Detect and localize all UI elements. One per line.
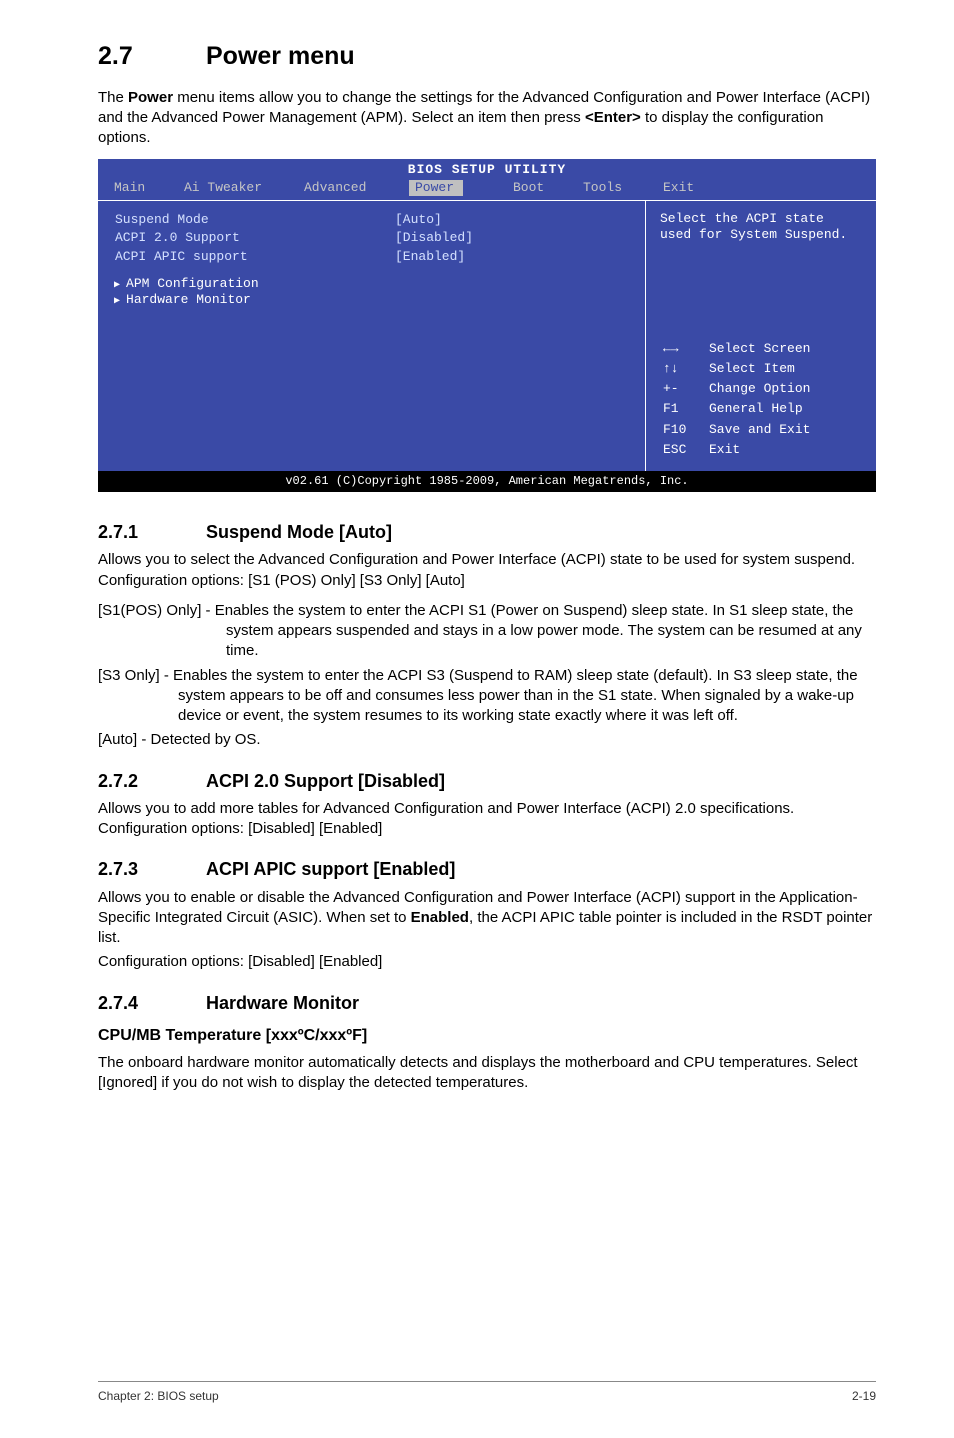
bios-key-desc: Change Option [708, 380, 811, 398]
bios-key-desc: General Help [708, 400, 811, 418]
bios-tab: Ai Tweaker [184, 180, 304, 196]
bios-row-label: ACPI APIC support [114, 248, 394, 266]
body-text: Allows you to add more tables for Advanc… [98, 799, 876, 840]
option-desc: [S3 Only] - Enables the system to enter … [98, 666, 876, 727]
bios-key: ↑↓ [662, 360, 706, 378]
body-text: The onboard hardware monitor automatical… [98, 1053, 876, 1094]
subsection-heading: 2.7.1Suspend Mode [Auto] [98, 520, 876, 544]
section-heading: 2.7Power menu [98, 40, 876, 74]
subsection-heading: 2.7.3ACPI APIC support [Enabled] [98, 857, 876, 881]
subsection-number: 2.7.4 [98, 991, 206, 1015]
bios-submenu: APM Configuration Hardware Monitor [114, 276, 629, 309]
body-text: Allows you to enable or disable the Adva… [98, 888, 876, 949]
bios-tab: Advanced [304, 180, 409, 196]
bios-key: ←→ [662, 340, 706, 358]
bios-key: F1 [662, 400, 706, 418]
bios-titlebar: BIOS SETUP UTILITY [98, 159, 876, 180]
bios-tab: Main [114, 180, 184, 196]
page-footer: Chapter 2: BIOS setup 2-19 [98, 1381, 876, 1404]
subsection-heading: 2.7.4Hardware Monitor [98, 991, 876, 1015]
body-text: Allows you to select the Advanced Config… [98, 550, 876, 591]
subsection-heading: 2.7.2ACPI 2.0 Support [Disabled] [98, 769, 876, 793]
bios-key-desc: Select Item [708, 360, 811, 378]
bios-key-desc: Exit [708, 441, 811, 459]
footer-right: 2-19 [852, 1388, 876, 1404]
bios-tab: Tools [583, 180, 663, 196]
bios-tab: Boot [513, 180, 583, 196]
bios-key: ESC [662, 441, 706, 459]
bios-help-text: Select the ACPI state used for System Su… [660, 211, 862, 244]
subsection-title: ACPI APIC support [Enabled] [206, 859, 455, 879]
bios-submenu-item: APM Configuration [114, 276, 629, 293]
option-desc: [Auto] - Detected by OS. [98, 730, 876, 750]
subsection-number: 2.7.1 [98, 520, 206, 544]
bios-left-pane: Suspend Mode[Auto] ACPI 2.0 Support[Disa… [98, 201, 646, 471]
bios-row-value: [Disabled] [394, 229, 474, 247]
bios-key-desc: Select Screen [708, 340, 811, 358]
sub-subsection-heading: CPU/MB Temperature [xxxºC/xxxºF] [98, 1025, 876, 1047]
bios-screenshot: BIOS SETUP UTILITY Main Ai Tweaker Advan… [98, 159, 876, 493]
section-number: 2.7 [98, 40, 206, 74]
bios-footer: v02.61 (C)Copyright 1985-2009, American … [98, 471, 876, 492]
subsection-number: 2.7.3 [98, 857, 206, 881]
bios-row: ACPI APIC support[Enabled] [114, 248, 474, 266]
bios-tab-row: Main Ai Tweaker Advanced Power Boot Tool… [98, 180, 876, 200]
intro-paragraph: The Power menu items allow you to change… [98, 88, 876, 149]
bios-key-desc: Save and Exit [708, 421, 811, 439]
bios-key: F10 [662, 421, 706, 439]
subsection-title: Suspend Mode [Auto] [206, 522, 392, 542]
bios-row: ACPI 2.0 Support[Disabled] [114, 229, 474, 247]
bios-row-label: Suspend Mode [114, 211, 394, 229]
bios-row-value: [Enabled] [394, 248, 474, 266]
bios-tab-active: Power [409, 180, 463, 196]
body-text: Configuration options: [Disabled] [Enabl… [98, 952, 876, 972]
bios-key: +- [662, 380, 706, 398]
bios-row: Suspend Mode[Auto] [114, 211, 474, 229]
bios-tab: Exit [663, 180, 694, 196]
subsection-number: 2.7.2 [98, 769, 206, 793]
bios-row-value: [Auto] [394, 211, 474, 229]
footer-left: Chapter 2: BIOS setup [98, 1388, 219, 1404]
section-title: Power menu [206, 42, 355, 70]
subsection-title: ACPI 2.0 Support [Disabled] [206, 771, 445, 791]
bios-submenu-item: Hardware Monitor [114, 292, 629, 309]
bios-row-label: ACPI 2.0 Support [114, 229, 394, 247]
subsection-title: Hardware Monitor [206, 993, 359, 1013]
option-desc: [S1(POS) Only] - Enables the system to e… [98, 601, 876, 662]
bios-right-pane: Select the ACPI state used for System Su… [646, 201, 876, 471]
bios-nav-keys: ←→Select Screen ↑↓Select Item +-Change O… [660, 338, 862, 462]
